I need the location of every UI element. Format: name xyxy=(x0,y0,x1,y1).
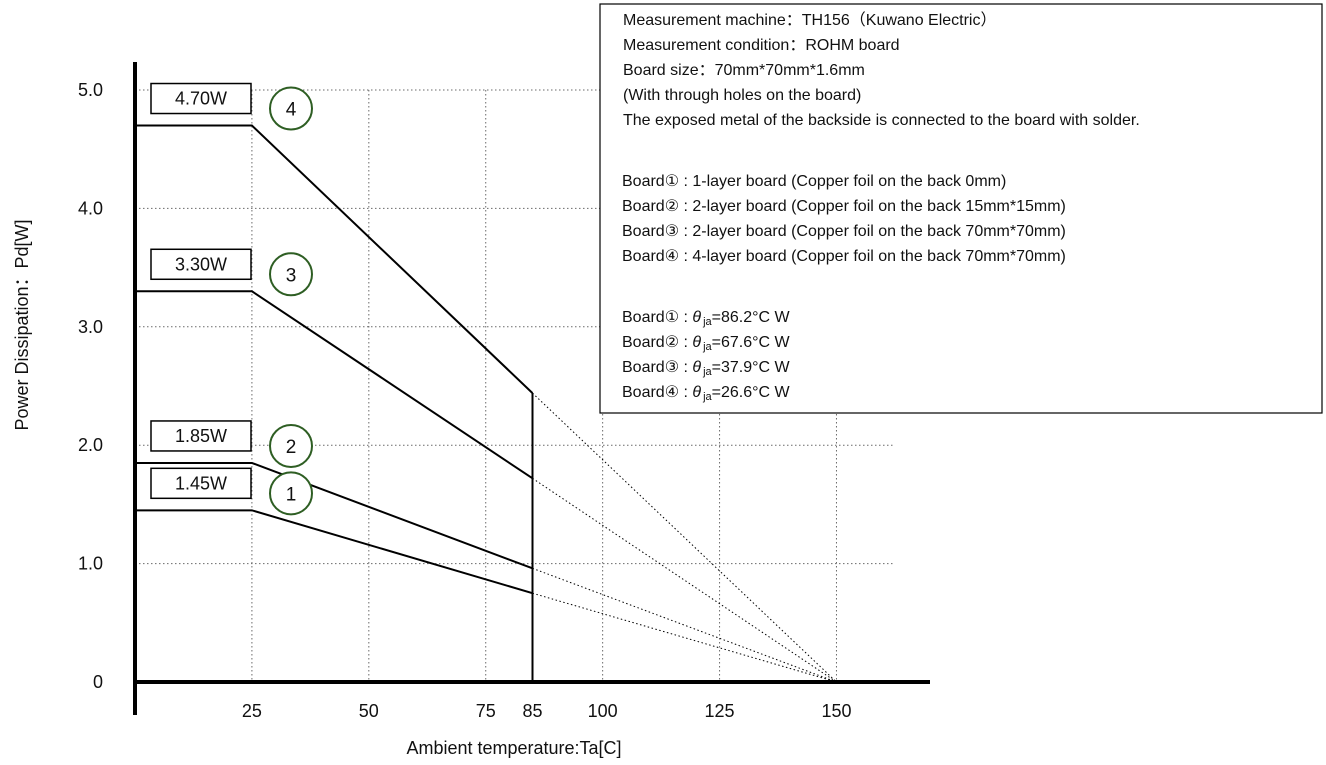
y-tick-label-1.0: 1.0 xyxy=(78,554,103,574)
x-tick-label-100: 100 xyxy=(588,701,618,721)
info-through-holes: (With through holes on the board) xyxy=(623,87,861,104)
x-tick-label-125: 125 xyxy=(705,701,735,721)
info-thermal-1: Board① : θ ja=86.2°C W xyxy=(622,309,791,328)
info-thermal-3: Board③ : θ ja=37.9°C W xyxy=(622,359,791,378)
series-extension-3 xyxy=(532,477,837,683)
info-box: Measurement machine：TH156（Kuwano Electri… xyxy=(599,3,1323,414)
x-tick-label-75: 75 xyxy=(476,701,496,721)
info-machine: Measurement machine：TH156（Kuwano Electri… xyxy=(623,11,997,29)
series-marker-3: 3 xyxy=(286,265,297,286)
series-line-1 xyxy=(135,509,533,595)
x-tick-label-150: 150 xyxy=(821,701,851,721)
y-axis-title: Power Dissipation：Pd[W] xyxy=(12,219,32,430)
value-label-3: 3.30W xyxy=(175,254,227,274)
series-line-3 xyxy=(135,290,534,480)
series-line-4 xyxy=(135,124,534,394)
value-label-4: 4.70W xyxy=(175,89,227,109)
y-tick-label-3.0: 3.0 xyxy=(78,317,103,337)
value-label-box-3 xyxy=(150,248,252,281)
y-tick-label-2.0: 2.0 xyxy=(78,435,103,455)
value-label-box-1 xyxy=(150,467,252,500)
series-marker-2: 2 xyxy=(286,437,297,458)
info-board-1: Board① : 1-layer board (Copper foil on t… xyxy=(622,173,1006,190)
info-board-3: Board③ : 2-layer board (Copper foil on t… xyxy=(622,223,1066,240)
x-tick-label-25: 25 xyxy=(242,701,262,721)
info-condition: Measurement condition：ROHM board xyxy=(623,37,900,54)
x-axis-title: Ambient temperature:Ta[C] xyxy=(406,738,621,758)
series-marker-circle-4 xyxy=(269,86,313,131)
info-board-2: Board② : 2-layer board (Copper foil on t… xyxy=(622,198,1066,215)
info-solder-note: The exposed metal of the backside is con… xyxy=(623,112,1140,129)
x-tick-label-50: 50 xyxy=(359,701,379,721)
label-layer: 1.45W 1 1.85W 2 3.30W 3 4.70W 4 xyxy=(150,82,313,516)
y-tick-label-5.0: 5.0 xyxy=(78,80,103,100)
series-extension-4 xyxy=(532,392,837,683)
info-thermal-2: Board② : θ ja=67.6°C W xyxy=(622,334,791,353)
series-marker-1: 1 xyxy=(286,484,297,505)
y-tick-label-0: 0 xyxy=(93,672,103,692)
info-thermal-4: Board④ : θ ja=26.6°C W xyxy=(622,384,791,403)
series-extension-2 xyxy=(532,567,837,683)
x-tick-label-85: 85 xyxy=(522,701,542,721)
series-marker-circle-3 xyxy=(269,252,313,297)
axis-layer: 25 50 75 85 100 125 150 0 1.0 2.0 3.0 4.0 5.0 xyxy=(78,62,930,721)
series-layer xyxy=(135,124,837,683)
series-marker-4: 4 xyxy=(286,100,297,121)
value-label-1: 1.45W xyxy=(175,473,227,493)
info-board-4: Board④ : 4-layer board (Copper foil on t… xyxy=(622,248,1066,265)
value-label-box-2 xyxy=(150,420,252,452)
info-board-size: Board size：70mm*70mm*1.6mm xyxy=(623,62,865,79)
value-label-2: 1.85W xyxy=(175,426,227,446)
series-marker-circle-1 xyxy=(269,471,313,516)
value-label-box-4 xyxy=(150,82,252,115)
series-line-2 xyxy=(135,461,533,570)
series-extension-1 xyxy=(532,592,837,683)
series-marker-circle-2 xyxy=(269,423,313,468)
thermal-lines: Board① : θ ja=86.2°C W Board② : θ ja=67.6°C… xyxy=(622,309,791,403)
info-box-frame xyxy=(599,3,1323,414)
y-tick-label-4.0: 4.0 xyxy=(78,198,103,218)
